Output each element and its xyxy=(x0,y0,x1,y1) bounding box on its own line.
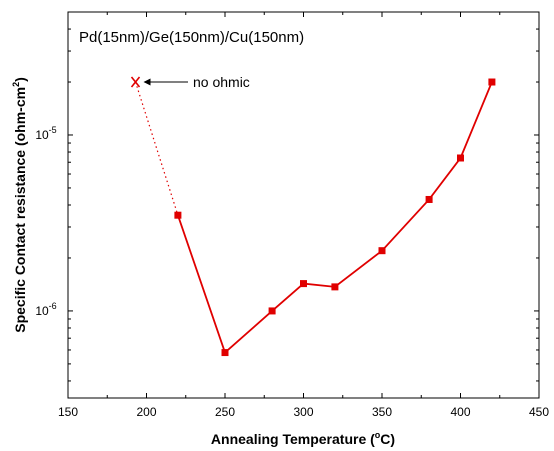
y-tick-label: 10-6 xyxy=(35,301,56,318)
data-point xyxy=(221,349,229,357)
chart-title: Pd(15nm)/Ge(150nm)/Cu(150nm) xyxy=(79,29,304,46)
x-axis-title: Annealing Temperature (oC) xyxy=(211,430,395,447)
annotation-arrow-head xyxy=(143,78,151,86)
x-tick-label: 300 xyxy=(293,405,313,419)
x-tick-label: 150 xyxy=(58,405,78,419)
ticks-layer: 150 200 250 300 350 400 450 10-6 10-5 xyxy=(35,11,549,419)
x-tick-label: 400 xyxy=(450,405,470,419)
annotation-no-ohmic: no ohmic xyxy=(193,74,250,90)
data-point xyxy=(331,283,339,291)
data-point xyxy=(488,78,496,86)
plot-frame xyxy=(67,11,540,399)
data-point xyxy=(174,211,182,219)
series-line xyxy=(177,81,493,355)
data-point xyxy=(378,247,386,255)
data-point xyxy=(300,280,307,288)
x-tick-label: 450 xyxy=(529,405,549,419)
no-ohmic-marker xyxy=(130,76,141,88)
x-tick-label: 250 xyxy=(215,405,235,419)
data-point xyxy=(457,154,464,162)
x-tick-label: 200 xyxy=(136,405,156,419)
data-point xyxy=(268,307,276,315)
y-tick-label: 10-5 xyxy=(35,125,56,142)
dotted-connector xyxy=(134,81,179,216)
data-layer xyxy=(130,76,496,357)
data-point xyxy=(425,195,433,203)
y-axis-title: Specific Contact resistance (ohm-cm2) xyxy=(11,77,28,333)
x-tick-label: 350 xyxy=(372,405,392,419)
